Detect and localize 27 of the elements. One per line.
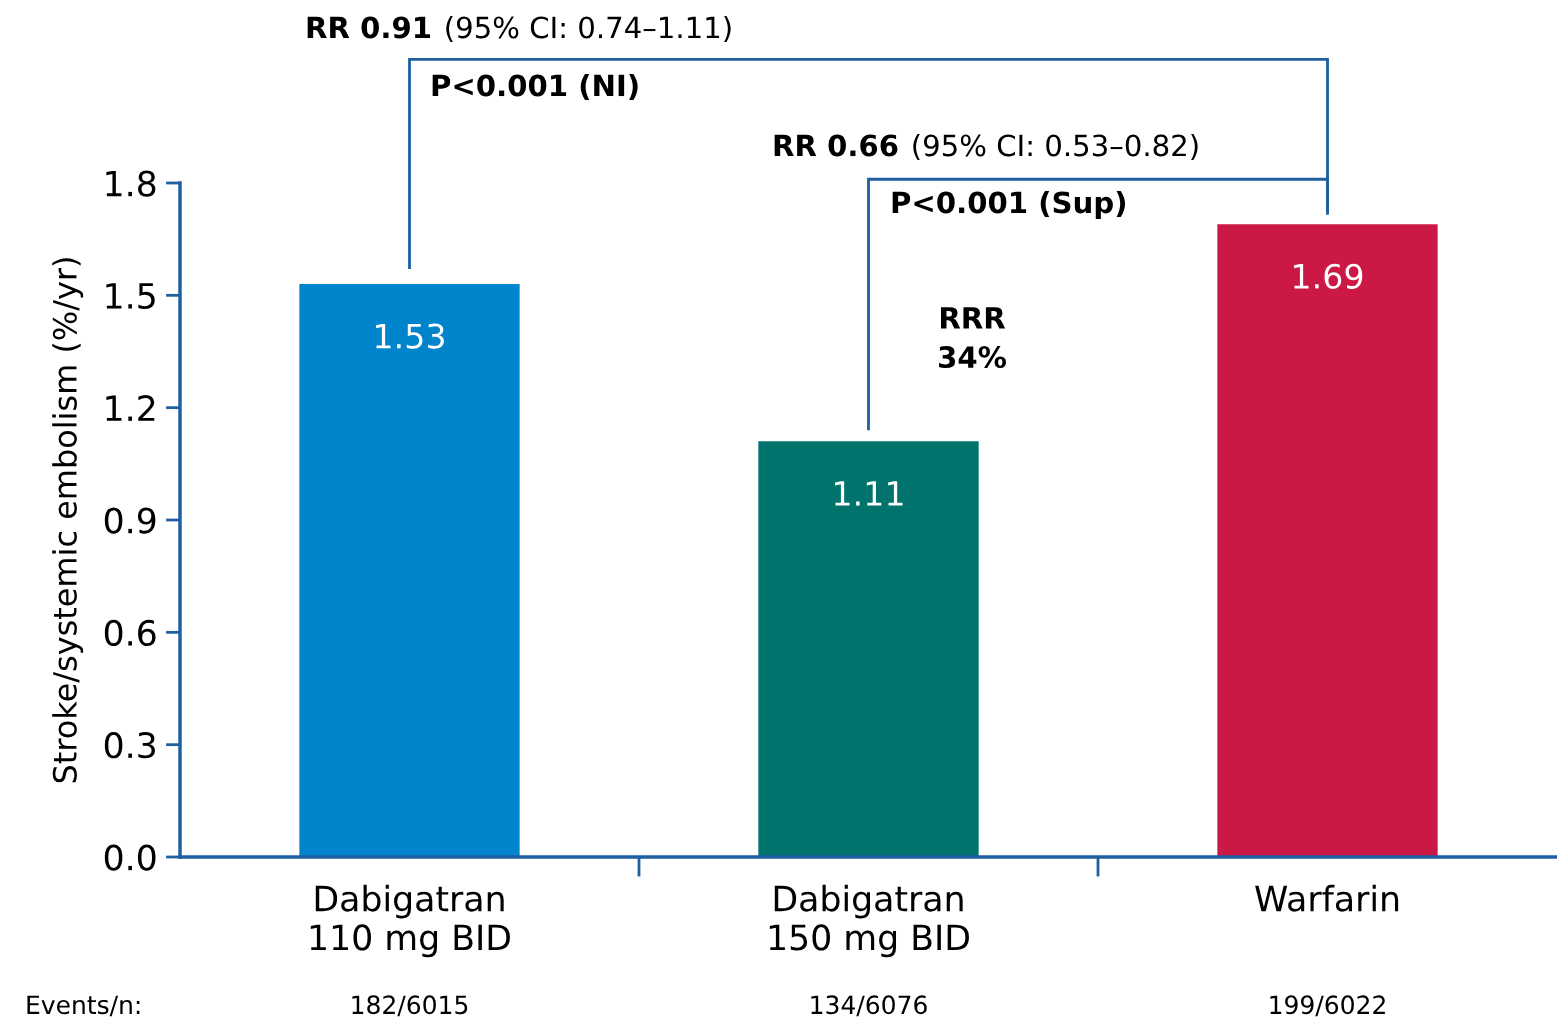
x-tick-label: Dabigatran 150 mg BID (769, 884, 969, 958)
text: 182/6015 (352, 995, 468, 1017)
text: RR 0.66 (774, 134, 898, 157)
bar (758, 441, 979, 857)
text: 199/6022 (1270, 995, 1385, 1017)
bar (299, 284, 520, 857)
y-tick-label: 0.0 (104, 844, 156, 871)
y-axis-title: Stroke/systemic embolism (%/yr) (52, 258, 84, 783)
text: RR 0.91 (307, 16, 431, 39)
x-tick-label: Warfarin (1255, 884, 1399, 912)
data-label: 1.53 (376, 323, 444, 349)
annotation: P<0.001 (Sup) (892, 190, 1126, 220)
y-tick-label: 1.2 (106, 395, 155, 421)
y-tick-label: 0.6 (104, 619, 156, 647)
data-label: 1.69 (1294, 263, 1363, 289)
text: (95% CI: 0.74–1.11) (446, 15, 731, 42)
text: 134/6076 (811, 995, 927, 1017)
annotation: RRR 34% (939, 307, 1006, 369)
y-tick-label: 0.3 (104, 732, 155, 759)
y-tick-label: 1.8 (106, 170, 156, 197)
text: P<0.001 (NI) (432, 73, 638, 100)
text: (95% CI: 0.53–0.82) (913, 133, 1198, 160)
y-tick-label: 0.9 (104, 507, 156, 534)
y-tick-label: 1.5 (106, 283, 155, 310)
text: Events/n: (27, 995, 140, 1017)
x-tick-label: Dabigatran 110 mg BID (310, 884, 510, 958)
data-label: 1.11 (835, 481, 903, 506)
